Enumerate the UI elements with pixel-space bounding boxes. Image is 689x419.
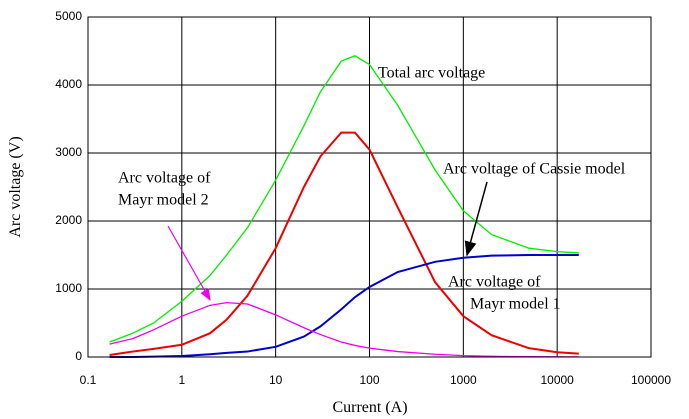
series-line [109, 55, 579, 343]
y-axis-title: Arc voltage (V) [7, 136, 24, 237]
annotation: Mayr model 2 [118, 192, 209, 209]
x-tick-label: 1 [178, 373, 185, 387]
y-tick-label: 5000 [55, 9, 82, 23]
arrow [464, 181, 488, 257]
x-tick-label: 0.1 [80, 373, 97, 387]
x-tick-label: 100000 [631, 373, 671, 387]
y-tick-label: 1000 [55, 281, 82, 295]
plot-frame [87, 16, 652, 358]
x-axis-title: Current (A) [332, 399, 407, 416]
annotation: Arc voltage of Cassie model [443, 161, 626, 178]
series-line [109, 131, 579, 356]
arrow [167, 225, 211, 302]
x-tick-label: 100 [359, 373, 379, 387]
series-line [109, 254, 579, 358]
x-tick-label: 10 [269, 373, 283, 387]
grid [87, 16, 652, 358]
y-tick-label: 4000 [55, 77, 82, 91]
series-line [109, 301, 579, 358]
annotation: Arc voltage of [118, 170, 211, 187]
x-tick-label: 10000 [540, 373, 574, 387]
x-tick-label: 1000 [450, 373, 477, 387]
annotation: Total arc voltage [378, 65, 485, 82]
y-tick-label: 0 [75, 349, 82, 363]
plot-lines [109, 55, 579, 358]
y-tick-label: 3000 [55, 145, 82, 159]
annotation: Arc voltage of [448, 274, 541, 291]
annotation: Mayr model 1 [470, 296, 561, 313]
y-tick-label: 2000 [55, 213, 82, 227]
